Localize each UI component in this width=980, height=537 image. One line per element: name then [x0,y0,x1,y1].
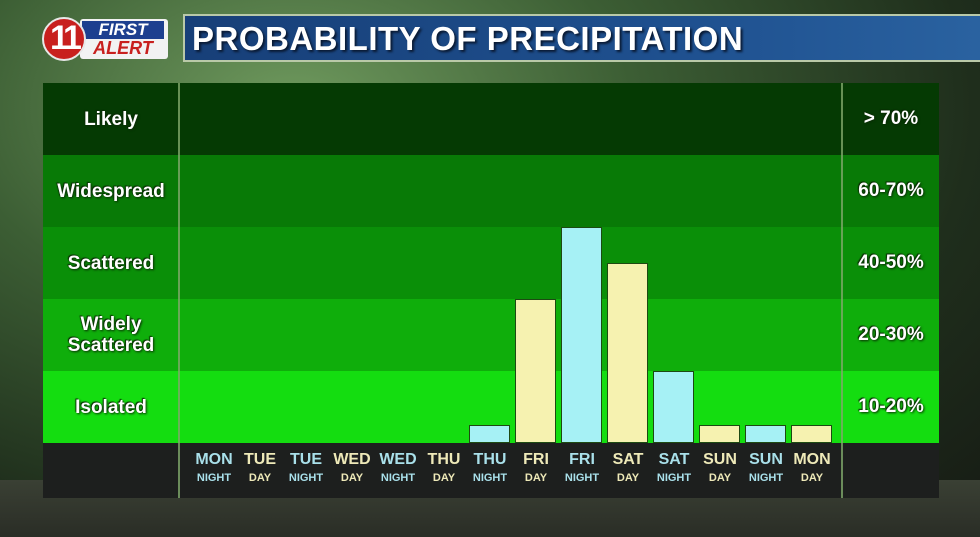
x-label-part: NIGHT [380,472,416,484]
x-label-day: THU [427,451,461,468]
x-label-part: DAY [248,472,272,484]
x-label: FRI NIGHT [559,451,605,485]
x-label: THU NIGHT [467,451,513,485]
x-label: MON NIGHT [191,451,237,485]
x-label: SUN DAY [697,451,743,485]
x-label-day: SUN [749,451,783,468]
x-label-part: DAY [524,472,548,484]
bar-sun-night [745,425,786,443]
left-divider [178,83,180,498]
title-bar: PROBABILITY OF PRECIPITATION [183,14,980,62]
logo-alert-text: ALERT [93,38,153,58]
x-label-part: DAY [616,472,640,484]
x-label-part: DAY [340,472,364,484]
x-label-day: THU [473,451,507,468]
band-label: Widely Scattered [67,314,155,356]
x-label: WED DAY [329,451,375,485]
x-label-part: NIGHT [748,472,784,484]
logo-first-text: FIRST [82,21,164,39]
x-label: SUN NIGHT [743,451,789,485]
x-label-day: WED [333,451,371,468]
x-label: TUE DAY [237,451,283,485]
band-scattered [43,227,939,299]
range-label: > 70% [863,108,919,129]
first-alert-logo: FIRST ALERT 11 [42,15,172,65]
x-label-day: FRI [523,451,549,468]
x-label: SAT NIGHT [651,451,697,485]
x-label: MON DAY [789,451,835,485]
x-label-part: NIGHT [288,472,324,484]
band-likely [43,83,939,155]
x-label-day: FRI [569,451,595,468]
x-label-part: DAY [708,472,732,484]
bar-mon-day [791,425,832,443]
bar-thu-night [469,425,510,443]
x-axis-footer [43,443,939,498]
logo-channel-number: 11 [50,19,82,57]
bar-fri-day [515,299,556,443]
x-label: WED NIGHT [375,451,421,485]
band-widespread [43,155,939,227]
x-label-day: TUE [244,451,276,468]
x-label-day: WED [379,451,417,468]
x-label-day: SAT [612,451,644,468]
band-widely-scattered [43,299,939,371]
bar-sun-day [699,425,740,443]
band-label: Isolated [75,396,147,418]
right-divider [841,83,843,498]
band-label: Likely [84,108,138,130]
precip-chart: Likely Widespread Scattered Widely Scatt… [43,83,939,498]
range-label: 20-30% [858,324,924,345]
bar-sat-day [607,263,648,443]
x-label-day: SAT [658,451,690,468]
x-label-day: MON [793,451,831,468]
x-label: FRI DAY [513,451,559,485]
x-label-day: SUN [703,451,737,468]
page-title: PROBABILITY OF PRECIPITATION [192,20,744,57]
bar-sat-night [653,371,694,443]
x-label-part: NIGHT [472,472,508,484]
x-label-part: NIGHT [656,472,692,484]
logo-circle-icon [42,17,86,61]
x-label-day: MON [195,451,233,468]
x-label: TUE NIGHT [283,451,329,485]
range-label: 40-50% [858,252,924,273]
band-label: Scattered [67,252,155,274]
x-label-part: NIGHT [196,472,232,484]
bar-fri-night [561,227,602,443]
x-label: SAT DAY [605,451,651,485]
range-label: 60-70% [858,180,924,201]
x-label-part: DAY [800,472,824,484]
x-label: THU DAY [421,451,467,485]
range-label: 10-20% [858,396,924,417]
x-label-part: DAY [432,472,456,484]
band-label: Widespread [57,180,165,202]
x-label-part: NIGHT [564,472,600,484]
x-label-day: TUE [290,451,322,468]
